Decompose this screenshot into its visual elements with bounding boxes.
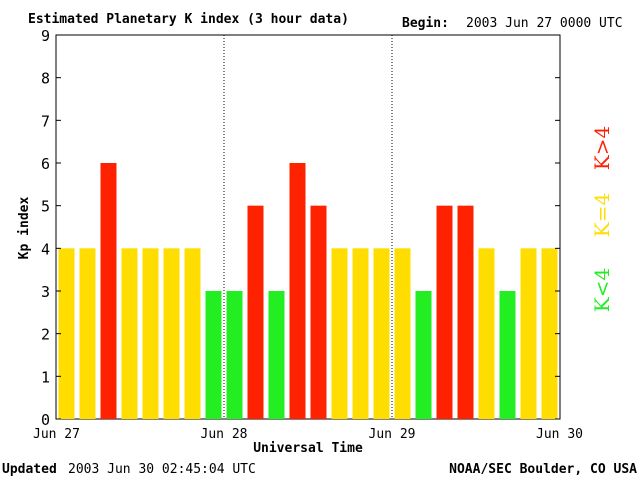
y-tick-label: 3	[41, 283, 50, 301]
kp-bar	[100, 163, 117, 419]
kp-bar	[58, 248, 75, 419]
kp-bar	[499, 291, 516, 419]
kp-bar	[163, 248, 180, 419]
y-axis-label: Kp index	[17, 197, 32, 260]
kp-bar	[373, 248, 390, 419]
kp-bar	[310, 205, 327, 419]
kp-bar	[541, 248, 558, 419]
kp-bars	[58, 163, 558, 419]
kp-bar	[184, 248, 201, 419]
y-tick-label: 7	[41, 112, 50, 130]
x-tick-label: Jun 28	[201, 427, 248, 442]
kp-bar	[205, 291, 222, 419]
y-tick-label: 0	[41, 411, 50, 429]
kp-bar	[520, 248, 537, 419]
y-tick-label: 9	[41, 27, 50, 45]
y-tick-label: 4	[41, 240, 50, 258]
kp-bar	[268, 291, 285, 419]
updated-label: Updated	[2, 462, 57, 477]
kp-bar	[289, 163, 306, 419]
day-dividers	[223, 35, 393, 419]
kp-bar	[394, 248, 411, 419]
x-tick-label: Jun 29	[369, 427, 416, 442]
kp-bar	[247, 205, 264, 419]
legend-high: K>4	[590, 126, 614, 170]
begin-label: Begin:	[402, 16, 449, 31]
source-credit: NOAA/SEC Boulder, CO USA	[449, 462, 637, 477]
y-tick-label: 5	[41, 198, 50, 216]
y-axis: 0 1 2 3 4 5 6 7 8 9	[41, 27, 560, 429]
plot-area	[55, 34, 561, 420]
y-tick-label: 1	[41, 368, 50, 386]
x-axis: Jun 27 Jun 28 Jun 29 Jun 30	[33, 427, 583, 442]
x-tick-label: Jun 27	[33, 427, 80, 442]
updated-value: 2003 Jun 30 02:45:04 UTC	[68, 462, 256, 477]
begin-value: 2003 Jun 27 0000 UTC	[466, 16, 623, 31]
kp-bar	[457, 205, 474, 419]
kp-bar	[331, 248, 348, 419]
kp-bar	[226, 291, 243, 419]
kp-bar	[142, 248, 159, 419]
kp-bar	[121, 248, 138, 419]
chart-title: Estimated Planetary K index (3 hour data…	[28, 12, 349, 27]
legend-mid: K=4	[590, 193, 614, 237]
y-tick-label: 2	[41, 326, 50, 344]
y-tick-label: 6	[41, 155, 50, 173]
kp-bar	[415, 291, 432, 419]
kp-bar	[79, 248, 96, 419]
kp-bar	[436, 205, 453, 419]
x-tick-label: Jun 30	[536, 427, 583, 442]
kp-bar	[352, 248, 369, 419]
kp-bar	[478, 248, 495, 419]
legend-low: K<4	[590, 268, 614, 312]
x-axis-label: Universal Time	[253, 441, 363, 456]
y-tick-label: 8	[41, 70, 50, 88]
